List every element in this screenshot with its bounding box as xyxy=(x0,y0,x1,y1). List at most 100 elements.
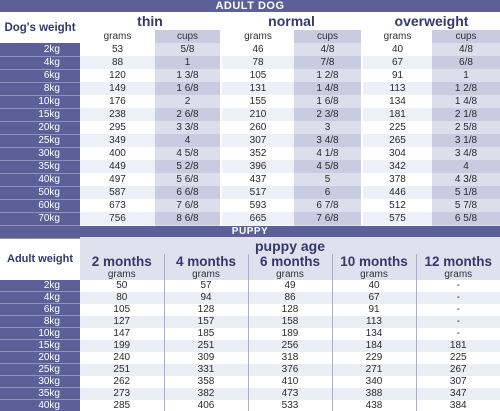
cups-cell: 1 6/8 xyxy=(294,95,362,108)
grams-cell: 185 xyxy=(163,327,248,340)
cups-cell: 7 6/8 xyxy=(155,199,221,212)
puppy-table-body: 2kg 50 57 49 40-4kg 80 94 86 67-6kg 105 128 128 91-8… xyxy=(0,280,500,411)
group-header-normal: normal xyxy=(220,12,362,30)
grams-cell: 40 xyxy=(331,280,416,292)
grams-cell: 304 xyxy=(361,147,432,160)
cups-label: cups xyxy=(432,30,500,43)
table-row: 15kg 238 2 6/8 210 2 3/8 181 2 1/8 xyxy=(0,108,500,122)
grams-cell: 378 xyxy=(361,173,432,186)
weight-cell: 60kg xyxy=(0,199,80,213)
cups-cell: 4 5/8 xyxy=(155,147,221,160)
adult-dog-section-title: ADULT DOG xyxy=(0,0,500,12)
grams-cell: 225 xyxy=(361,121,432,134)
month-header-2: 2 months xyxy=(80,254,164,269)
cups-cell: 2 3/8 xyxy=(294,108,362,121)
grams-cell: - xyxy=(415,280,500,292)
grams-cell: 189 xyxy=(247,327,332,340)
grams-cell: 352 xyxy=(220,147,294,160)
grams-cell: 517 xyxy=(220,186,294,199)
grams-cell: 285 xyxy=(80,399,164,411)
grams-cell: 67 xyxy=(361,56,432,69)
cups-cell: 6 6/8 xyxy=(155,186,221,199)
grams-cell: 158 xyxy=(247,315,332,328)
table-row: 70kg 756 8 6/8 665 7 6/8 575 6 5/8 xyxy=(0,212,500,226)
grams-cell: 240 xyxy=(80,351,164,364)
weight-cell: 15kg xyxy=(0,339,80,352)
grams-label: grams xyxy=(220,30,294,43)
cups-cell: 4 1/8 xyxy=(294,147,362,160)
table-row: 30kg 262 358 410 340 307 xyxy=(0,375,500,388)
grams-cell: 57 xyxy=(163,280,248,292)
grams-cell: 473 xyxy=(247,387,332,400)
weight-cell: 6kg xyxy=(0,303,80,316)
cups-cell: 2 6/8 xyxy=(155,108,221,121)
grams-cell: 147 xyxy=(80,327,164,340)
grams-cell: 91 xyxy=(331,303,416,316)
grams-cell: 587 xyxy=(80,186,155,199)
grams-cell: 396 xyxy=(220,160,294,173)
table-row: 40kg 285 406 533 438 384 xyxy=(0,399,500,411)
grams-cell: 128 xyxy=(163,303,248,316)
grams-cell: 673 xyxy=(80,199,155,212)
grams-cell: 105 xyxy=(80,303,164,316)
grams-cell: 131 xyxy=(220,82,294,95)
cups-cell: 5 7/8 xyxy=(432,199,500,212)
grams-cell: 309 xyxy=(163,351,248,364)
grams-cell: 262 xyxy=(80,375,164,388)
weight-cell: 25kg xyxy=(0,363,80,376)
table-row: 60kg 673 7 6/8 593 6 7/8 512 5 7/8 xyxy=(0,199,500,213)
table-row: 15kg 199 251 256 184 181 xyxy=(0,339,500,352)
grams-cell: 199 xyxy=(80,339,164,352)
table-row: 6kg 105 128 128 91- xyxy=(0,303,500,316)
grams-cell: 295 xyxy=(80,121,155,134)
cups-cell: 8 6/8 xyxy=(155,212,221,225)
grams-cell: 128 xyxy=(247,303,332,316)
table-row: 2kg 53 5/8 46 4/8 40 4/8 xyxy=(0,43,500,57)
cups-cell: 2 5/8 xyxy=(432,121,500,134)
cups-cell: 6/8 xyxy=(432,56,500,69)
cups-cell: 1 4/8 xyxy=(432,95,500,108)
cups-cell: 5 1/8 xyxy=(432,186,500,199)
table-row: 20kg 240 309 318 229 225 xyxy=(0,351,500,364)
grams-cell: 512 xyxy=(361,199,432,212)
grams-cell: 665 xyxy=(220,212,294,225)
grams-cell: - xyxy=(415,327,500,340)
grams-cell: 49 xyxy=(247,280,332,292)
cups-cell: 5 6/8 xyxy=(155,173,221,186)
grams-cell: 40 xyxy=(361,43,432,56)
cups-cell: 6 7/8 xyxy=(294,199,362,212)
grams-cell: 342 xyxy=(361,160,432,173)
weight-cell: 15kg xyxy=(0,108,80,122)
grams-cell: 113 xyxy=(331,315,416,328)
grams-cell: 410 xyxy=(247,375,332,388)
grams-cell: 91 xyxy=(361,69,432,82)
table-row: 50kg 587 6 6/8 517 6 446 5 1/8 xyxy=(0,186,500,200)
grams-cell: 176 xyxy=(80,95,155,108)
weight-cell: 2kg xyxy=(0,280,80,292)
grams-cell: 340 xyxy=(331,375,416,388)
grams-cell: 376 xyxy=(247,363,332,376)
month-header-12: 12 months xyxy=(415,254,500,269)
cups-cell: 1 3/8 xyxy=(155,69,221,82)
grams-cell: 86 xyxy=(247,291,332,304)
grams-cell: 593 xyxy=(220,199,294,212)
grams-cell: 318 xyxy=(247,351,332,364)
grams-cell: 229 xyxy=(331,351,416,364)
cups-cell: 6 xyxy=(294,186,362,199)
table-row: 40kg 497 5 6/8 437 5 378 4 3/8 xyxy=(0,173,500,187)
grams-cell: 331 xyxy=(163,363,248,376)
weight-cell: 10kg xyxy=(0,95,80,109)
weight-cell: 6kg xyxy=(0,69,80,83)
weight-cell: 4kg xyxy=(0,56,80,70)
cups-cell: 4 xyxy=(432,160,500,173)
grams-cell: 449 xyxy=(80,160,155,173)
grams-cell: 105 xyxy=(220,69,294,82)
cups-label: cups xyxy=(294,30,362,43)
grams-cell: 256 xyxy=(247,339,332,352)
cups-cell: 2 1/8 xyxy=(432,108,500,121)
grams-cell: 78 xyxy=(220,56,294,69)
grams-cell: 437 xyxy=(220,173,294,186)
grams-label: grams xyxy=(331,269,416,280)
cups-cell: 7 6/8 xyxy=(294,212,362,225)
cups-cell: 4 3/8 xyxy=(432,173,500,186)
